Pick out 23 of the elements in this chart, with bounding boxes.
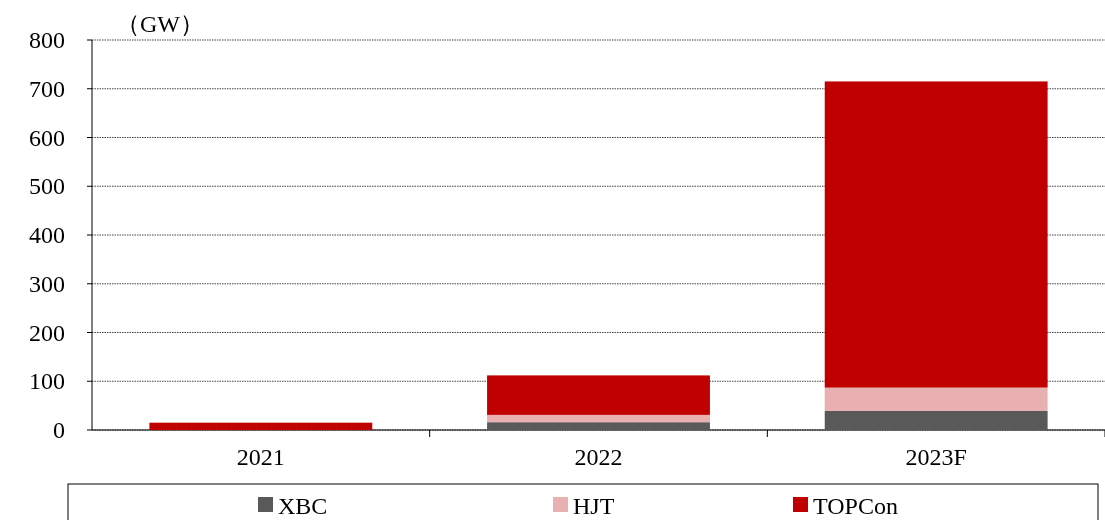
x-tick-label: 2021 [236, 444, 285, 470]
y-tick-label: 0 [53, 417, 65, 443]
legend-label: TOPCon [813, 493, 898, 519]
legend-label: HJT [573, 493, 615, 519]
y-axis-title: （GW） [116, 11, 204, 37]
bar [149, 422, 373, 430]
y-tick-label: 700 [29, 75, 65, 102]
y-tick-label: 400 [29, 222, 65, 248]
bar [487, 375, 710, 415]
bar [487, 422, 710, 430]
y-tick-label: 100 [29, 368, 65, 395]
y-tick-label: 300 [29, 270, 65, 297]
bar [824, 387, 1048, 411]
y-tick-label: 600 [29, 124, 65, 151]
x-tick-label: 2023F [905, 444, 967, 470]
bar [487, 414, 710, 423]
y-tick-label: 500 [29, 173, 65, 200]
y-tick-label: 200 [29, 319, 65, 346]
bar [824, 410, 1048, 430]
legend-label: XBC [278, 493, 328, 519]
x-tick-label: 2022 [574, 444, 623, 470]
bar [824, 81, 1048, 388]
y-tick-label: 800 [29, 27, 65, 53]
